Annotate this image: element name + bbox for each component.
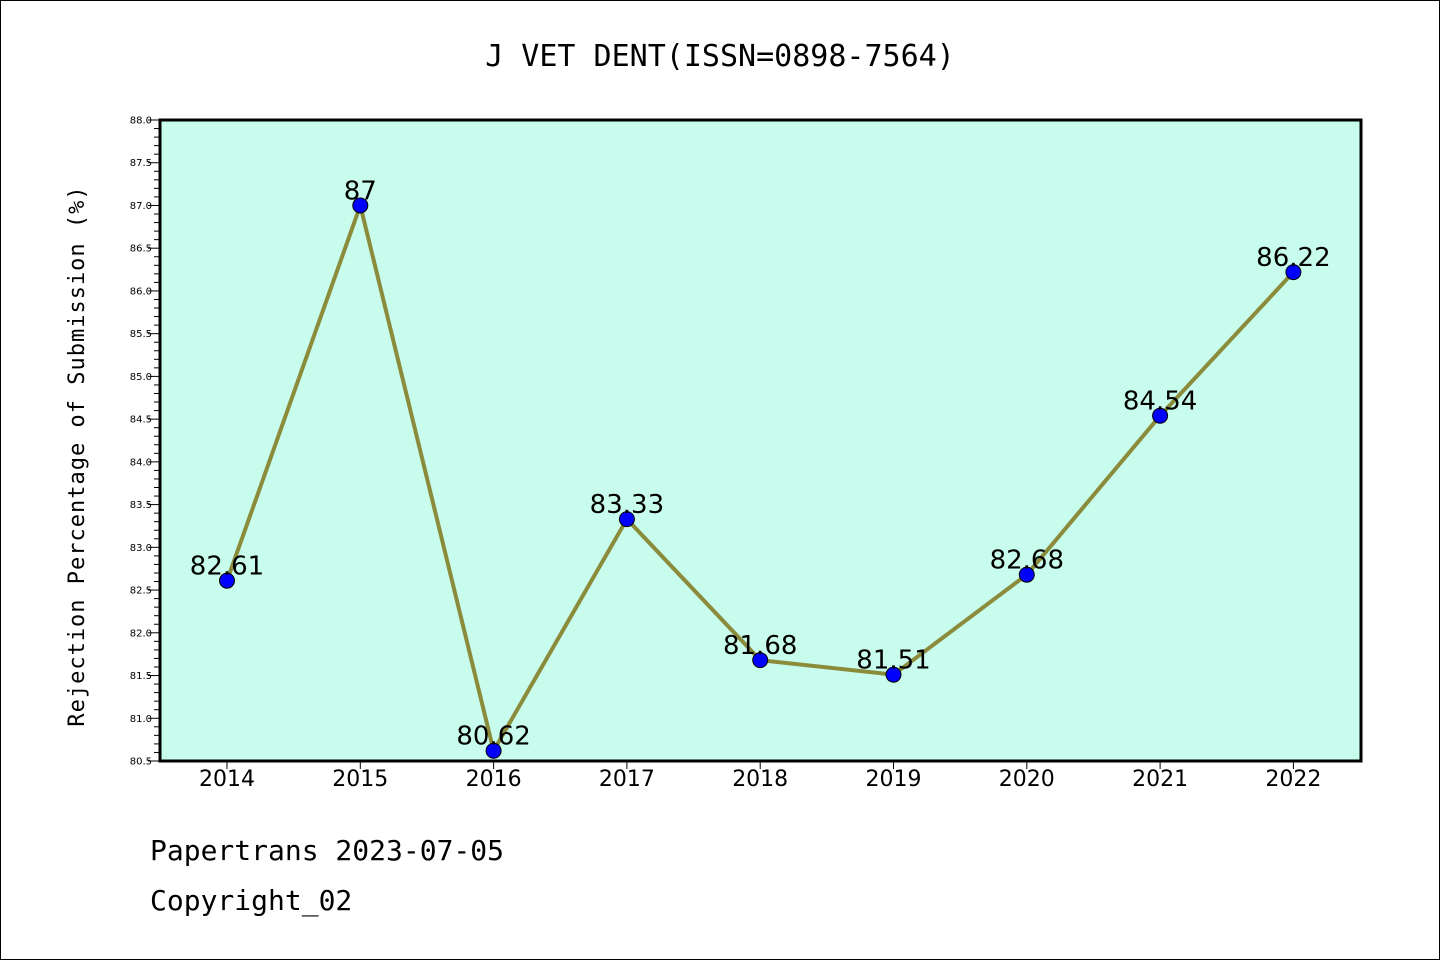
x-axis: 2014 2015 2016 2017 2018 2019 2020 2021 2022 [199,761,1321,792]
y-tick-label: 85.5 [130,329,152,340]
y-tick-label: 82.0 [130,628,152,639]
data-label: 81.68 [723,631,797,661]
y-tick-label: 84.5 [130,415,152,426]
data-point [352,197,369,214]
y-tick-label: 87.5 [130,158,152,169]
x-tick-label: 2014 [199,767,255,792]
y-tick-label: 83.5 [130,500,152,511]
y-tick-label: 81.0 [130,714,152,725]
footer-source: Papertrans 2023-07-05 [150,834,505,867]
y-tick-label: 85.0 [130,372,152,383]
y-tick-label: 80.5 [130,757,152,768]
y-axis: 80.5 81.0 81.5 82.0 82.5 83.0 83.5 84.0 84.5 85.0… [130,116,160,768]
data-point [752,652,769,669]
x-tick-label: 2016 [466,767,522,792]
data-label: 81.51 [856,646,930,676]
x-tick-label: 2017 [599,767,655,792]
x-tick-label: 2015 [332,767,388,792]
data-point [1152,407,1169,424]
y-tick-label: 81.5 [130,671,152,682]
x-tick-label: 2018 [732,767,788,792]
data-point [618,511,635,528]
data-labels: 82.61 87 80.62 83.33 81.68 81.51 82.68 84.54 86.… [190,176,1331,751]
data-label: 84.54 [1123,387,1197,417]
data-label: 86.22 [1256,243,1330,273]
x-tick-label: 2021 [1132,767,1188,792]
x-tick-label: 2022 [1265,767,1321,792]
y-tick-label: 88.0 [130,116,152,127]
y-tick-label: 87.0 [130,201,152,212]
y-tick-label: 86.5 [130,244,152,255]
data-point [1018,566,1035,583]
y-tick-label: 83.0 [130,543,152,554]
data-point [885,666,902,683]
data-point [219,572,235,589]
y-tick-label: 86.0 [130,286,152,297]
data-point [1285,264,1302,281]
data-label: 83.33 [590,490,664,520]
y-tick-label: 84.0 [130,457,152,468]
data-label: 82.68 [990,546,1064,576]
data-label: 82.61 [190,552,264,582]
plot-border [158,118,1363,763]
data-label: 87 [344,176,377,206]
data-label: 80.62 [456,722,530,752]
x-tick-label: 2019 [866,767,922,792]
chart-title: J VET DENT(ISSN=0898-7564) [485,39,955,74]
data-point [485,742,502,759]
y-tick-label: 82.5 [130,586,152,597]
y-axis-label: Rejection Percentage of Submission (%) [65,185,90,726]
x-tick-label: 2020 [999,767,1055,792]
series-line-group [219,197,1302,759]
footer-copyright: Copyright_02 [150,884,353,917]
